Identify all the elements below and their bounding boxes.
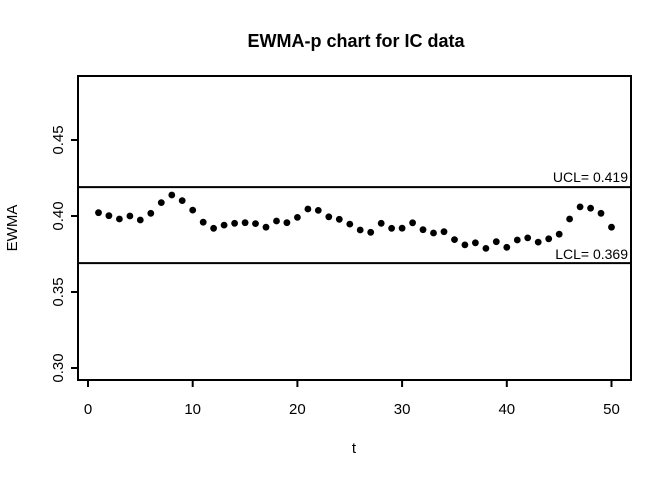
y-tick-label: 0.35 (50, 277, 67, 306)
data-point (377, 219, 385, 227)
data-point (566, 215, 573, 223)
data-point (325, 213, 333, 221)
y-tick-label: 0.40 (50, 201, 67, 230)
x-tick-label: 0 (84, 401, 92, 418)
data-point (273, 217, 280, 225)
data-point (335, 215, 343, 223)
x-axis-label: t (352, 440, 357, 457)
data-point (503, 243, 511, 251)
data-point (116, 215, 123, 223)
data-point (136, 216, 144, 224)
data-point (587, 204, 594, 212)
x-tick-label: 30 (394, 401, 411, 418)
data-point (398, 224, 406, 232)
y-tick-label: 0.30 (50, 353, 67, 382)
data-point (220, 221, 228, 229)
data-point (356, 226, 364, 234)
data-point (231, 219, 239, 227)
data-point (440, 228, 448, 236)
x-tick-label: 10 (184, 401, 201, 418)
data-point (178, 197, 186, 205)
data-point (283, 219, 291, 227)
y-axis-label: EWMA (4, 205, 21, 252)
data-point (576, 203, 584, 211)
data-point (461, 241, 469, 249)
data-point (545, 235, 553, 243)
data-point (482, 245, 490, 252)
data-point (157, 199, 165, 207)
data-point (419, 226, 427, 234)
data-point (472, 239, 479, 247)
data-point (513, 236, 521, 244)
x-tick-label: 40 (498, 401, 515, 418)
data-point (210, 224, 218, 232)
plot-box (77, 75, 632, 381)
data-point (346, 220, 354, 228)
data-point (262, 223, 270, 231)
data-point (451, 236, 458, 244)
data-point (388, 224, 395, 232)
data-point (199, 218, 207, 226)
data-point (555, 230, 563, 238)
data-points-layer (95, 191, 615, 252)
data-point (367, 228, 375, 236)
data-point (524, 234, 532, 242)
control-limits-layer (78, 186, 631, 265)
x-tick-label: 20 (289, 401, 306, 418)
y-tick-label: 0.45 (50, 125, 67, 154)
data-point (534, 238, 542, 246)
data-point (304, 205, 312, 213)
data-point (409, 219, 416, 227)
data-point (608, 223, 615, 231)
ucl-label: UCL= 0.419 (553, 169, 628, 185)
axes-layer: 0 10 20 30 40 50 0.30 0.35 0.40 0.45 (50, 75, 632, 418)
data-point (430, 229, 437, 237)
x-tick-label: 50 (603, 401, 620, 418)
data-point (597, 209, 605, 217)
data-point (294, 214, 301, 221)
data-point (126, 212, 134, 220)
data-point (168, 191, 176, 199)
data-point (95, 209, 102, 217)
data-point (189, 206, 197, 214)
chart-title: EWMA-p chart for IC data (247, 31, 465, 51)
data-point (147, 209, 155, 217)
data-point (314, 207, 322, 214)
data-point (252, 220, 259, 228)
data-point (241, 219, 249, 227)
data-point (492, 238, 500, 246)
data-point (105, 212, 113, 220)
lcl-label: LCL= 0.369 (555, 246, 628, 262)
